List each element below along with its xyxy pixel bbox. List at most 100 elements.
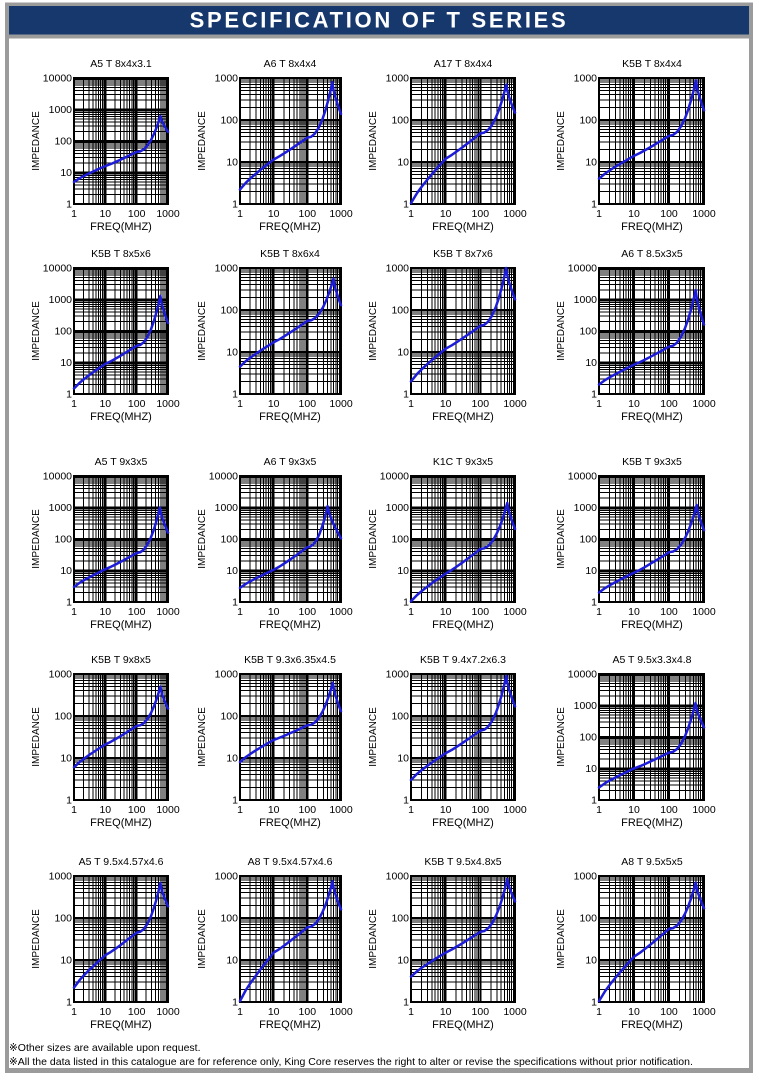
svg-text:A8 T 9.5x5x5: A8 T 9.5x5x5 bbox=[621, 856, 683, 868]
svg-text:1000: 1000 bbox=[156, 804, 180, 816]
svg-text:1000: 1000 bbox=[215, 263, 239, 275]
svg-text:1: 1 bbox=[591, 389, 597, 401]
svg-text:IMPEDANCE: IMPEDANCE bbox=[197, 509, 208, 569]
svg-text:100: 100 bbox=[128, 606, 146, 618]
svg-text:100: 100 bbox=[128, 398, 146, 410]
svg-text:10000: 10000 bbox=[380, 471, 409, 483]
svg-text:10: 10 bbox=[440, 1006, 452, 1018]
svg-text:10: 10 bbox=[585, 357, 597, 369]
svg-text:10: 10 bbox=[99, 398, 111, 410]
svg-text:IMPEDANCE: IMPEDANCE bbox=[556, 909, 567, 969]
svg-text:K5B T 9.5x4.8x5: K5B T 9.5x4.8x5 bbox=[424, 856, 501, 868]
svg-text:1: 1 bbox=[66, 389, 72, 401]
svg-text:1000: 1000 bbox=[329, 606, 353, 618]
svg-text:10: 10 bbox=[226, 955, 238, 967]
svg-text:1: 1 bbox=[71, 804, 77, 816]
svg-text:FREQ(MHZ): FREQ(MHZ) bbox=[259, 619, 321, 631]
svg-text:FREQ(MHZ): FREQ(MHZ) bbox=[432, 221, 494, 233]
svg-text:FREQ(MHZ): FREQ(MHZ) bbox=[432, 411, 494, 423]
svg-text:1: 1 bbox=[66, 795, 72, 807]
svg-text:10000: 10000 bbox=[568, 471, 597, 483]
svg-text:100: 100 bbox=[391, 711, 409, 723]
svg-text:10000: 10000 bbox=[43, 471, 72, 483]
svg-text:K5B T 9.3x6.35x4.5: K5B T 9.3x6.35x4.5 bbox=[244, 654, 336, 666]
svg-text:100: 100 bbox=[220, 913, 238, 925]
svg-text:100: 100 bbox=[220, 534, 238, 546]
svg-text:※Other sizes are available upo: ※Other sizes are available upon request. bbox=[9, 1042, 201, 1054]
svg-text:10: 10 bbox=[397, 955, 409, 967]
svg-text:10: 10 bbox=[60, 955, 72, 967]
svg-text:100: 100 bbox=[128, 208, 146, 220]
svg-text:100: 100 bbox=[579, 913, 597, 925]
svg-text:IMPEDANCE: IMPEDANCE bbox=[31, 301, 42, 361]
svg-text:A6 T 9x3x5: A6 T 9x3x5 bbox=[264, 456, 317, 468]
svg-text:1000: 1000 bbox=[329, 398, 353, 410]
svg-text:A5 T 9x3x5: A5 T 9x3x5 bbox=[95, 456, 148, 468]
svg-text:IMPEDANCE: IMPEDANCE bbox=[556, 509, 567, 569]
svg-text:1: 1 bbox=[596, 1006, 602, 1018]
svg-text:100: 100 bbox=[299, 398, 317, 410]
svg-text:1000: 1000 bbox=[503, 208, 527, 220]
svg-text:100: 100 bbox=[220, 711, 238, 723]
svg-text:10: 10 bbox=[226, 347, 238, 359]
svg-text:10: 10 bbox=[440, 606, 452, 618]
svg-text:10000: 10000 bbox=[568, 263, 597, 275]
svg-text:1000: 1000 bbox=[386, 871, 410, 883]
svg-text:SPECIFICATION OF T SERIES: SPECIFICATION OF T SERIES bbox=[190, 8, 569, 33]
svg-text:1000: 1000 bbox=[386, 669, 410, 681]
svg-text:100: 100 bbox=[54, 534, 72, 546]
svg-text:1000: 1000 bbox=[215, 871, 239, 883]
svg-text:100: 100 bbox=[660, 804, 678, 816]
svg-text:IMPEDANCE: IMPEDANCE bbox=[556, 707, 567, 767]
svg-text:1: 1 bbox=[237, 606, 243, 618]
svg-text:100: 100 bbox=[220, 305, 238, 317]
svg-text:1: 1 bbox=[237, 208, 243, 220]
svg-text:10: 10 bbox=[440, 804, 452, 816]
svg-text:100: 100 bbox=[299, 804, 317, 816]
svg-text:1: 1 bbox=[232, 795, 238, 807]
svg-text:100: 100 bbox=[220, 115, 238, 127]
svg-text:100: 100 bbox=[660, 1006, 678, 1018]
svg-text:1000: 1000 bbox=[386, 73, 410, 85]
svg-text:1: 1 bbox=[71, 398, 77, 410]
svg-text:10: 10 bbox=[268, 398, 280, 410]
svg-text:1000: 1000 bbox=[49, 104, 73, 116]
svg-text:1000: 1000 bbox=[574, 871, 598, 883]
svg-text:1000: 1000 bbox=[503, 606, 527, 618]
svg-text:FREQ(MHZ): FREQ(MHZ) bbox=[90, 619, 152, 631]
svg-text:1000: 1000 bbox=[503, 1006, 527, 1018]
svg-text:1: 1 bbox=[408, 208, 414, 220]
svg-text:1000: 1000 bbox=[574, 502, 598, 514]
svg-text:10000: 10000 bbox=[568, 669, 597, 681]
svg-text:IMPEDANCE: IMPEDANCE bbox=[31, 707, 42, 767]
svg-text:100: 100 bbox=[472, 398, 490, 410]
svg-text:IMPEDANCE: IMPEDANCE bbox=[368, 509, 379, 569]
svg-text:100: 100 bbox=[472, 208, 490, 220]
svg-text:1000: 1000 bbox=[49, 669, 73, 681]
svg-text:※All the data listed in this c: ※All the data listed in this catalogue a… bbox=[9, 1056, 693, 1068]
svg-text:100: 100 bbox=[54, 326, 72, 338]
svg-text:1: 1 bbox=[403, 389, 409, 401]
svg-text:100: 100 bbox=[660, 208, 678, 220]
svg-text:IMPEDANCE: IMPEDANCE bbox=[197, 301, 208, 361]
svg-text:1: 1 bbox=[66, 199, 72, 211]
svg-text:10000: 10000 bbox=[43, 73, 72, 85]
svg-text:1000: 1000 bbox=[156, 606, 180, 618]
svg-text:1: 1 bbox=[408, 804, 414, 816]
svg-text:10: 10 bbox=[99, 208, 111, 220]
svg-text:IMPEDANCE: IMPEDANCE bbox=[368, 909, 379, 969]
svg-text:1: 1 bbox=[237, 1006, 243, 1018]
svg-text:10: 10 bbox=[99, 1006, 111, 1018]
svg-text:FREQ(MHZ): FREQ(MHZ) bbox=[621, 1019, 683, 1031]
svg-text:10: 10 bbox=[60, 753, 72, 765]
svg-text:100: 100 bbox=[472, 1006, 490, 1018]
svg-text:FREQ(MHZ): FREQ(MHZ) bbox=[621, 619, 683, 631]
svg-text:10: 10 bbox=[226, 565, 238, 577]
svg-text:10: 10 bbox=[60, 565, 72, 577]
svg-text:K5B T 8x7x6: K5B T 8x7x6 bbox=[433, 248, 493, 260]
svg-text:K5B T 8x5x6: K5B T 8x5x6 bbox=[91, 248, 151, 260]
svg-text:1: 1 bbox=[232, 997, 238, 1009]
svg-text:IMPEDANCE: IMPEDANCE bbox=[368, 301, 379, 361]
svg-text:1000: 1000 bbox=[215, 669, 239, 681]
svg-text:1: 1 bbox=[591, 597, 597, 609]
